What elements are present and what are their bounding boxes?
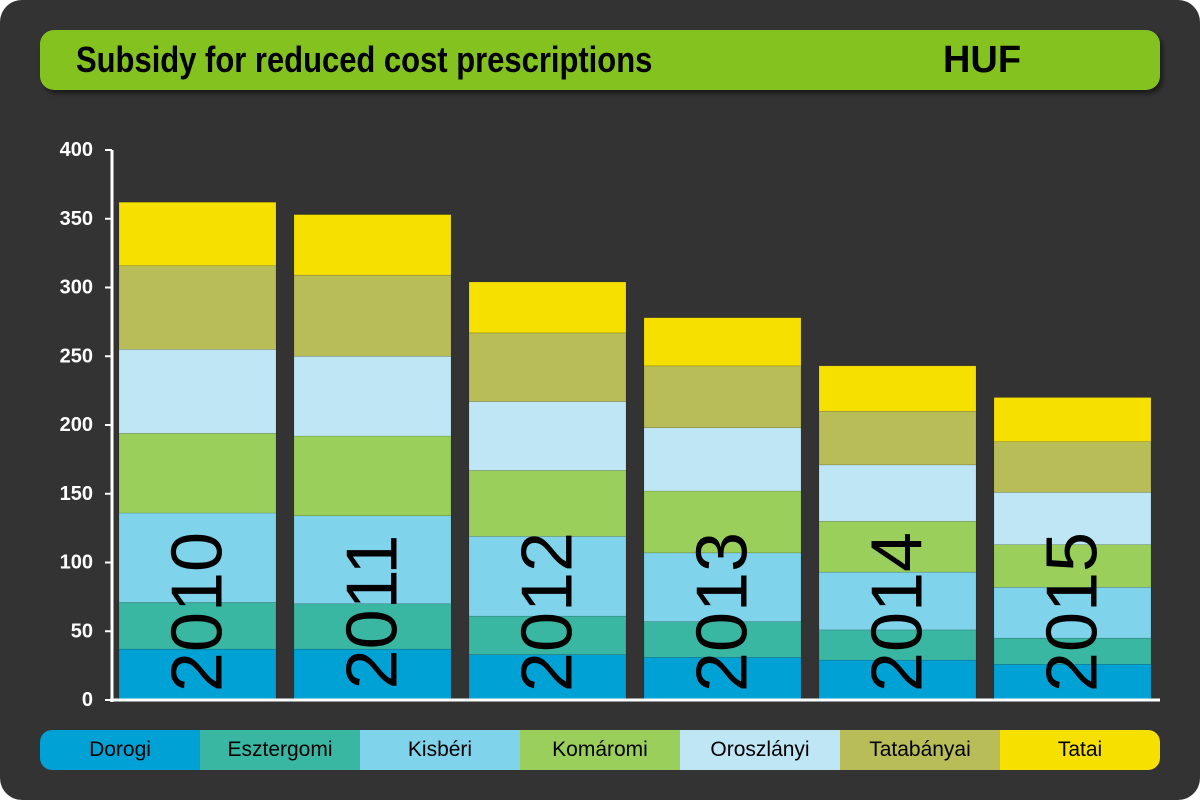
title-bar: Subsidy for reduced cost prescriptions H… [40,30,1160,90]
y-tick-label: 400 [60,139,93,161]
bar-segment-2010-tatai [118,201,277,266]
bar-segment-2015-kisbéri [993,586,1152,639]
bar-segment-2011-esztergomi [293,603,452,650]
bar-segment-2014-esztergomi [818,629,977,661]
legend-item-esztergomi: Esztergomi [200,730,360,770]
chart-title: Subsidy for reduced cost prescriptions [76,39,653,80]
bar-category-label: 2015 [1033,532,1113,692]
bar-category-label: 2012 [508,532,588,692]
bar-category-label: 2011 [333,535,413,690]
y-tick-label: 350 [60,208,93,230]
bar-segment-2013-tatabányai [643,365,802,429]
bar-segment-2014-tatai [818,365,977,412]
legend: Dorogi Esztergomi Kisbéri Komáromi Oroszlány… [40,730,1160,770]
bar-segment-2011-oroszlányi [293,355,452,437]
legend-item-komáromi: Komáromi [520,730,680,770]
bar-segment-2010-esztergomi [118,602,277,650]
y-tick-label: 150 [60,483,93,505]
bar-segment-2010-dorogi [118,648,277,701]
bar-segment-2014-kisbéri [818,571,977,631]
y-tick-label: 100 [60,552,93,574]
bar-segment-2010-kisbéri [118,512,277,603]
bar-segment-2012-tatai [468,281,627,334]
legend-item-tatai: Tatai [1000,730,1160,770]
bar-category-label: 2010 [158,532,238,692]
y-tick-label: 50 [71,620,93,642]
bar-segment-2011-kisbéri [293,515,452,605]
bar-segment-2012-esztergomi [468,615,627,655]
bar-segment-2013-dorogi [643,657,802,701]
bar-segment-2012-kisbéri [468,536,627,617]
y-tick-label: 0 [82,689,93,711]
bar-segment-2013-kisbéri [643,552,802,622]
bar-segment-2011-komáromi [293,435,452,517]
bar-segment-2010-oroszlányi [118,349,277,434]
bar-segment-2012-oroszlányi [468,401,627,471]
legend-item-oroszlányi: Oroszlányi [680,730,840,770]
bar-segment-2015-esztergomi [993,637,1152,665]
bar-category-label: 2013 [683,532,763,692]
bar-segment-2010-tatabányai [118,265,277,350]
bar-segment-2014-komáromi [818,520,977,573]
legend-item-kisbéri: Kisbéri [360,730,520,770]
legend-item-dorogi: Dorogi [40,730,200,770]
y-tick-label: 300 [60,277,93,299]
bar-segment-2015-tatai [993,397,1152,442]
y-tick-label: 250 [60,345,93,367]
bar-segment-2013-komáromi [643,490,802,554]
legend-item-tatabányai: Tatabányai [840,730,1000,770]
bar-segment-2014-tatabányai [818,410,977,466]
y-tick-label: 200 [60,414,93,436]
bar-segment-2015-komáromi [993,544,1152,588]
unit-label: HUF [942,39,1022,81]
bar-segment-2015-tatabányai [993,441,1152,493]
bar-category-label: 2014 [858,532,938,692]
bar-segment-2014-dorogi [818,659,977,701]
bar-segment-2012-komáromi [468,470,627,537]
bar-segment-2012-tatabányai [468,332,627,402]
bar-segment-2013-tatai [643,317,802,367]
bar-segment-2014-oroszlányi [818,464,977,522]
bar-segment-2011-tatai [293,214,452,276]
bar-segment-2015-oroszlányi [993,492,1152,545]
bar-segment-2013-oroszlányi [643,427,802,492]
bar-segment-2015-dorogi [993,663,1152,701]
bar-segment-2011-tatabányai [293,274,452,357]
bar-segment-2010-komáromi [118,432,277,514]
